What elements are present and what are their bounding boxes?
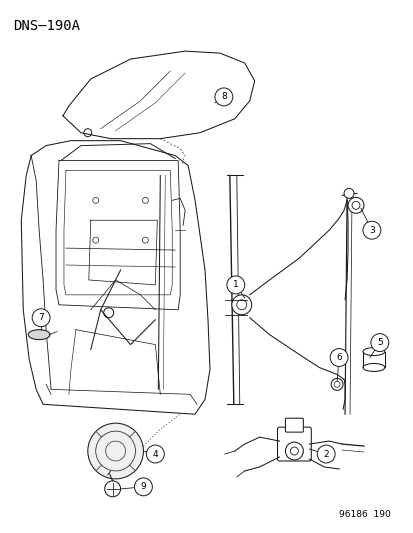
Ellipse shape xyxy=(362,364,384,372)
Text: 3: 3 xyxy=(368,225,374,235)
Text: 1: 1 xyxy=(233,280,238,289)
Text: 5: 5 xyxy=(376,338,382,347)
Text: 96186  190: 96186 190 xyxy=(338,510,390,519)
Ellipse shape xyxy=(362,348,384,356)
Circle shape xyxy=(330,378,342,390)
Circle shape xyxy=(330,349,347,367)
Circle shape xyxy=(370,334,388,352)
Ellipse shape xyxy=(28,330,50,340)
Text: 8: 8 xyxy=(221,92,226,101)
Circle shape xyxy=(285,442,303,460)
Circle shape xyxy=(32,309,50,327)
Text: 4: 4 xyxy=(152,449,158,458)
Text: 9: 9 xyxy=(140,482,146,491)
Circle shape xyxy=(214,88,232,106)
Circle shape xyxy=(134,478,152,496)
FancyBboxPatch shape xyxy=(277,427,311,461)
Text: DNS–190A: DNS–190A xyxy=(13,19,80,33)
Circle shape xyxy=(362,221,380,239)
FancyBboxPatch shape xyxy=(285,418,303,432)
Circle shape xyxy=(88,423,143,479)
Circle shape xyxy=(146,445,164,463)
Circle shape xyxy=(316,445,335,463)
Text: 6: 6 xyxy=(335,353,341,362)
Circle shape xyxy=(226,276,244,294)
Circle shape xyxy=(343,188,353,198)
Circle shape xyxy=(231,295,251,315)
Text: 7: 7 xyxy=(38,313,44,322)
Text: 2: 2 xyxy=(323,449,328,458)
Circle shape xyxy=(347,197,363,213)
